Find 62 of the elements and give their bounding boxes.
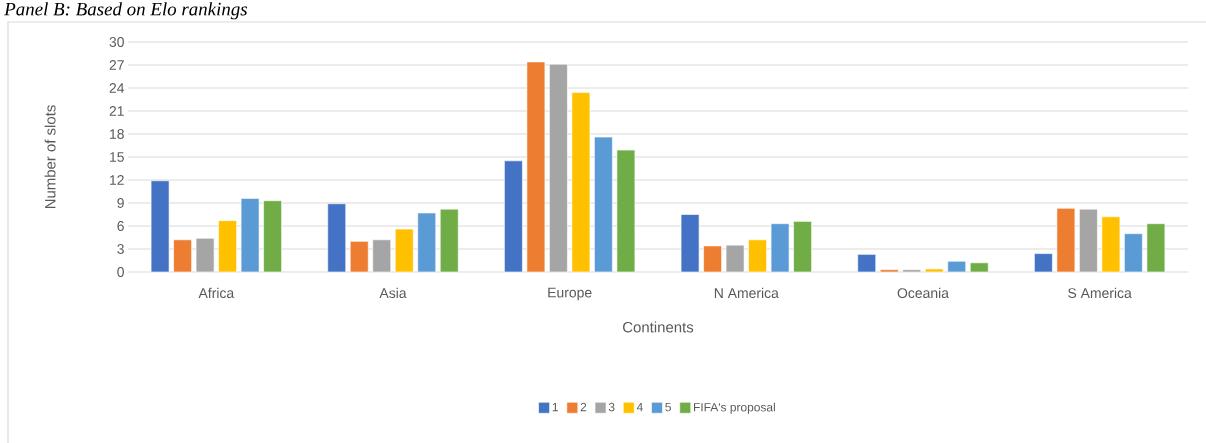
bar [725, 244, 745, 273]
x-tick-label: Europe [548, 287, 592, 301]
x-tick-label: Oceania [897, 287, 949, 299]
x-tick-label: Africa [198, 287, 235, 299]
y-tick-label: 9 [117, 198, 124, 208]
bar [394, 228, 414, 273]
y-tick-label: 15 [110, 152, 124, 162]
bar [857, 254, 877, 273]
legend-label: 2 [580, 402, 587, 412]
bar [349, 241, 369, 273]
bar [439, 208, 459, 273]
y-tick-label: 24 [109, 83, 125, 93]
bar [417, 212, 437, 273]
bar [1079, 208, 1098, 273]
chart-title: Panel B: Based on Elo rankings [4, 2, 248, 20]
x-axis-title: Continents [623, 321, 694, 333]
bar [504, 160, 523, 273]
y-tick-label: 0 [117, 267, 124, 277]
y-tick-label: 12 [110, 175, 124, 185]
bar [748, 239, 767, 273]
bar [793, 221, 812, 273]
bar [526, 61, 546, 273]
bar [195, 237, 215, 273]
bar [947, 260, 967, 273]
y-axis-title: Number of slots [44, 105, 56, 209]
bar [1056, 208, 1076, 273]
legend-label: 3 [608, 402, 615, 412]
bar [240, 198, 260, 273]
bar [263, 200, 282, 273]
x-tick-label: Asia [379, 287, 407, 299]
x-tick-label: S America [1068, 287, 1132, 299]
legend-label: FIFA's proposal [694, 402, 775, 414]
bar [594, 136, 613, 273]
bar [1101, 216, 1121, 273]
bar [703, 245, 722, 273]
bar [150, 180, 170, 273]
y-tick-label: 6 [117, 221, 124, 231]
bar [327, 203, 347, 273]
bar [218, 220, 237, 273]
bar [680, 214, 700, 273]
bar [924, 268, 944, 273]
y-tick-label: 3 [117, 244, 124, 254]
bar [1146, 223, 1166, 273]
bar [372, 239, 392, 273]
x-tick-label: N America [714, 287, 779, 299]
bar [902, 269, 922, 273]
legend-label: 5 [665, 402, 671, 412]
bar [616, 149, 636, 273]
bar [1034, 253, 1053, 273]
bar [879, 269, 899, 273]
y-tick-label: 18 [110, 129, 124, 139]
y-tick-label: 21 [109, 106, 124, 116]
bar [549, 63, 568, 273]
bar [1124, 233, 1143, 273]
bar [571, 92, 591, 273]
bar [770, 223, 790, 273]
bar [969, 262, 989, 273]
legend-label: 4 [636, 402, 643, 412]
bar [173, 239, 192, 273]
y-tick-label: 30 [109, 37, 124, 47]
legend-label: 1 [552, 402, 558, 412]
y-tick-label: 27 [109, 60, 124, 70]
